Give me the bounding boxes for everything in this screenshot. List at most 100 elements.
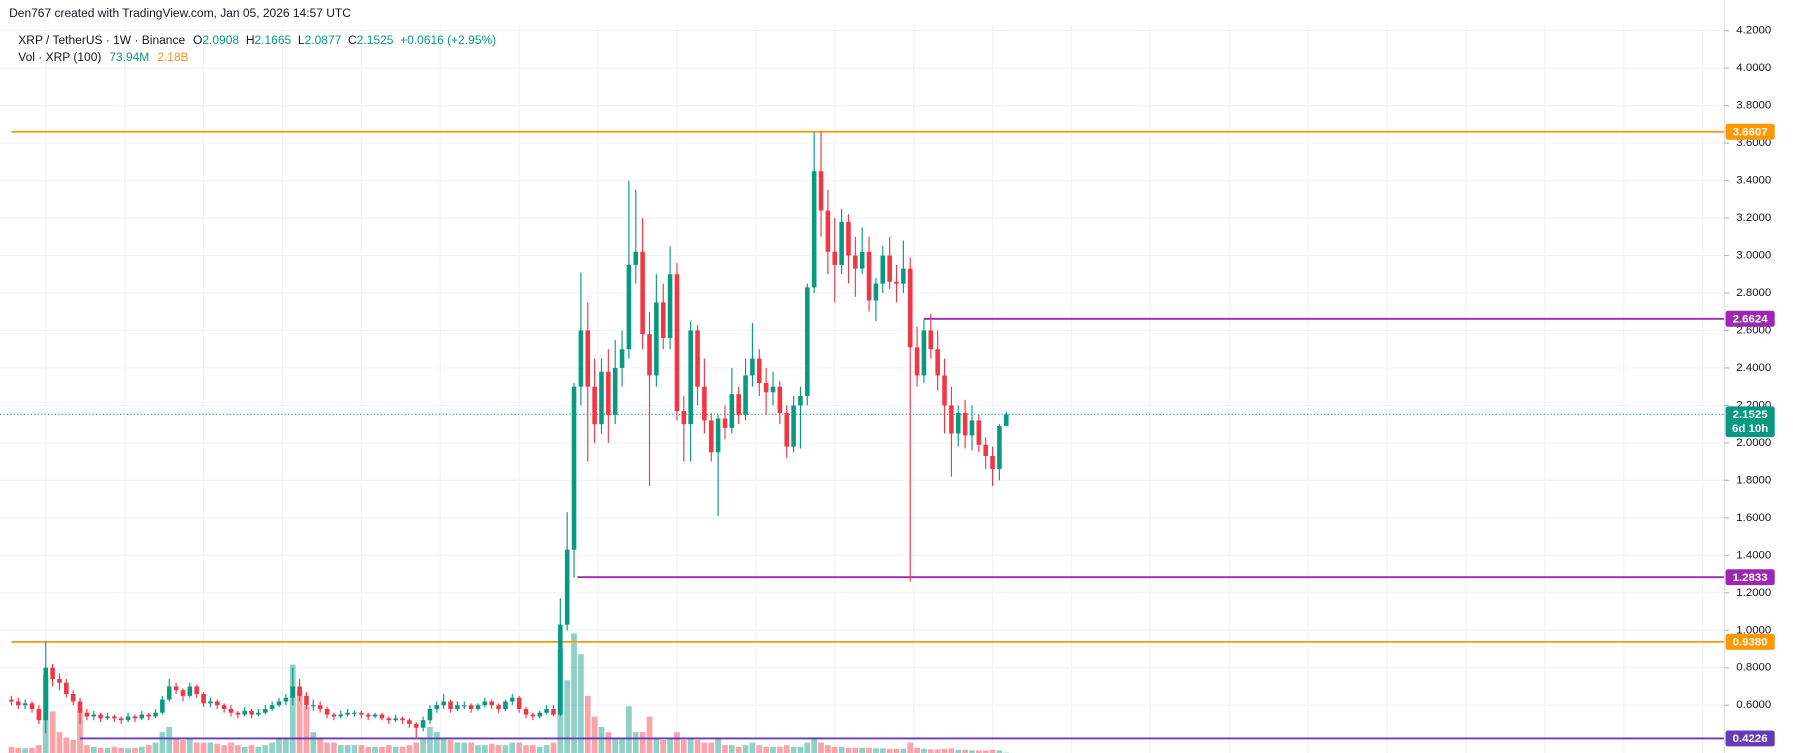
volume-bar — [756, 745, 763, 753]
y-tick-label: 1.8000 — [1736, 474, 1771, 486]
candle-body — [427, 708, 433, 721]
candle-body — [523, 708, 529, 715]
candle-body — [681, 411, 687, 425]
y-tick-label: 4.2000 — [1736, 25, 1771, 37]
volume-bar — [900, 748, 907, 753]
candle-body — [496, 705, 501, 709]
candle-body — [729, 394, 735, 428]
candle-body — [708, 420, 714, 453]
volume-bar — [701, 742, 708, 753]
volume-bar — [845, 747, 852, 753]
volume-bar — [660, 739, 667, 753]
volume-bar — [145, 745, 152, 753]
candle-body — [16, 701, 21, 706]
price-axis-labels: 0.6000 0.8000 1.0000 1.2000 1.4000 1.6000 1.80… — [1724, 25, 1771, 711]
candle-body — [750, 358, 755, 376]
volume-bar — [687, 737, 694, 753]
candles — [9, 131, 1009, 739]
volume-value: 73.94M — [109, 50, 149, 64]
volume-bar — [722, 745, 728, 753]
volume-bar — [440, 737, 447, 753]
volume-bar — [310, 732, 317, 753]
volume-bar — [804, 742, 811, 753]
candle-body — [214, 701, 220, 706]
volume-bar — [324, 742, 330, 753]
volume-bar — [763, 746, 770, 753]
volume-bar — [221, 745, 227, 753]
volume-bar — [186, 737, 193, 753]
candle-body — [448, 701, 453, 709]
y-tick-label: 1.0000 — [1736, 624, 1771, 636]
candle-body — [359, 712, 364, 715]
candle-body — [756, 358, 762, 383]
candle-body — [962, 412, 968, 436]
candle-body — [434, 705, 440, 709]
y-tick-label: 3.8000 — [1736, 100, 1771, 112]
y-tick-label: 0.8000 — [1736, 662, 1771, 674]
candle-body — [688, 330, 693, 425]
candle-body — [955, 412, 961, 434]
candle-body — [578, 330, 584, 387]
y-tick-label: 1.6000 — [1736, 512, 1771, 524]
candle-body — [317, 705, 323, 709]
candle-body — [413, 723, 419, 728]
volume-bar — [468, 742, 474, 753]
volume-bar — [296, 690, 303, 753]
volume-bar — [578, 654, 584, 753]
candle-body — [365, 714, 371, 717]
candle-body — [22, 703, 28, 706]
volume-bar — [90, 746, 97, 753]
candle-body — [770, 386, 776, 393]
volume-bar — [461, 742, 468, 753]
volume-bar — [152, 742, 159, 753]
candle-body — [400, 718, 405, 721]
volume-bar — [584, 695, 591, 753]
volume-bar — [619, 737, 625, 753]
ohlc-value: 2.1525 — [357, 33, 394, 47]
volume-bar — [825, 745, 831, 753]
volume-bar — [331, 742, 337, 753]
volume-bar — [433, 732, 440, 753]
volume-bar — [770, 746, 776, 753]
candle-body — [249, 710, 254, 715]
ohlc-key: O — [193, 33, 202, 47]
volume-bar — [667, 737, 673, 753]
volume-bar — [15, 747, 22, 753]
bar-timer: 6d 10h — [1732, 423, 1768, 435]
candle-body — [997, 426, 1002, 470]
candle-body — [640, 251, 645, 335]
level-label: 0.9380 — [1733, 636, 1768, 648]
volume-bar — [447, 739, 454, 753]
y-tick-label: 3.4000 — [1736, 175, 1771, 187]
volume-bar — [941, 748, 948, 753]
candle-body — [228, 708, 234, 713]
candle-body — [880, 255, 886, 284]
candle-body — [269, 705, 275, 709]
candle-body — [551, 708, 556, 715]
volume-bar — [914, 747, 920, 753]
candle-body — [509, 697, 515, 702]
volume-title: Vol · XRP (100) — [18, 50, 101, 64]
candle-body — [695, 330, 700, 387]
levels — [0, 130, 1725, 740]
volume-bar — [516, 742, 523, 753]
candle-body — [180, 690, 186, 696]
candle-body — [98, 714, 103, 719]
candle-body — [91, 714, 97, 717]
volume-bar — [975, 750, 982, 753]
volume-bar — [427, 726, 433, 753]
volume-bar — [969, 750, 975, 753]
volume-bar — [241, 746, 248, 753]
candle-body — [201, 693, 206, 704]
volume-bar — [22, 748, 29, 753]
ohlc-key: H — [246, 33, 255, 47]
volume-bar — [783, 745, 790, 753]
candle-body — [791, 405, 796, 447]
candle-body — [372, 714, 378, 717]
volume-bar — [818, 742, 824, 753]
volume-bar — [63, 737, 70, 753]
candle-body — [914, 347, 920, 376]
candle-body — [667, 274, 673, 338]
